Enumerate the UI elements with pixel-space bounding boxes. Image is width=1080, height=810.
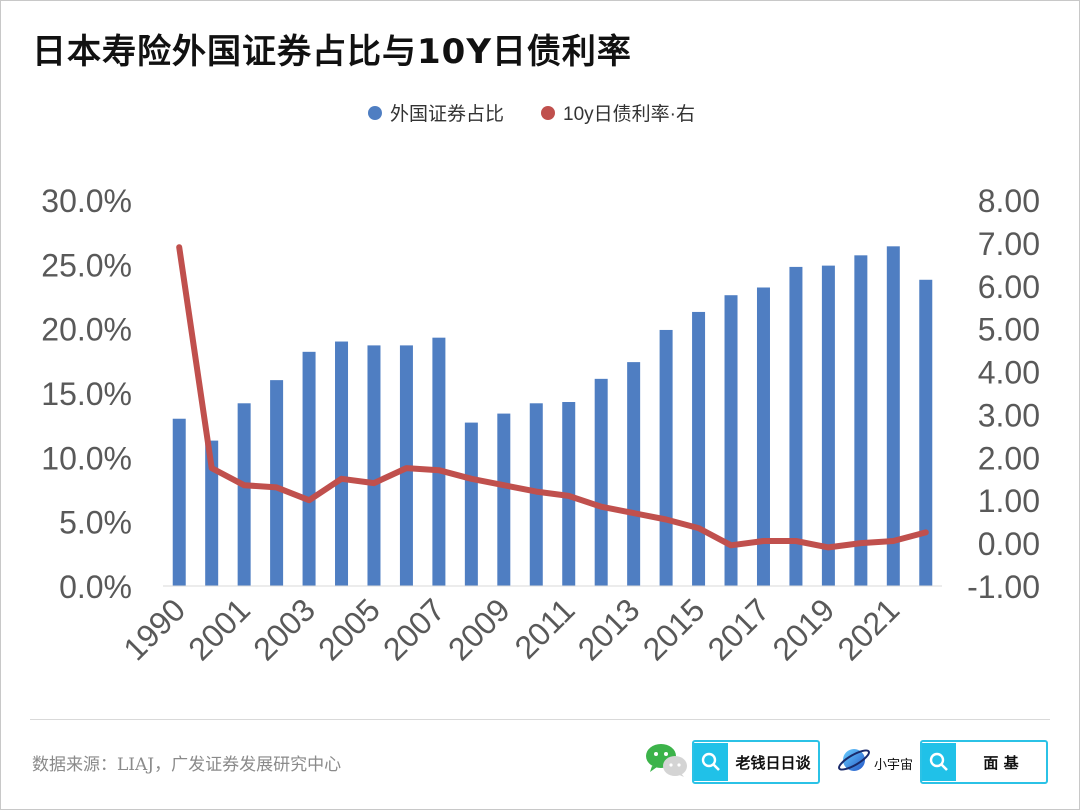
line-point [503, 484, 505, 486]
bar [497, 413, 511, 586]
bar [886, 246, 900, 586]
bar [237, 403, 251, 586]
search-box-mianji[interactable]: 面 基 [920, 740, 1048, 784]
bar [172, 418, 186, 586]
x-tick-label: 2011 [508, 591, 582, 665]
line-point [762, 540, 764, 542]
bar [464, 422, 478, 586]
y-right-tick-label: 1.00 [978, 483, 1040, 519]
line-point [178, 246, 180, 248]
x-tick-label: 2015 [636, 591, 712, 667]
bar [529, 403, 543, 586]
footer-divider [30, 719, 1050, 720]
x-tick-label: 2017 [701, 591, 777, 667]
x-tick-label: 2007 [376, 591, 452, 667]
line-series-path [176, 244, 929, 551]
search-box-label: 面 基 [983, 753, 1019, 772]
line-point [568, 495, 570, 497]
line-point [698, 527, 700, 529]
x-tick-label: 2005 [311, 591, 387, 667]
legend-marker-bar [368, 106, 382, 120]
bar [659, 329, 673, 586]
bar [367, 345, 381, 586]
line-point [925, 531, 927, 533]
y-right-tick-label: 2.00 [978, 440, 1040, 476]
line-point [633, 512, 635, 514]
line-point [211, 467, 213, 469]
bar [335, 341, 349, 586]
line-point [243, 484, 245, 486]
y-right-tick-label: 0.00 [978, 526, 1040, 562]
y-axis-right: -1.00 0.00 1.00 2.00 3.00 4.00 5.00 6.00 7.00 8.0… [967, 183, 1040, 605]
y-right-tick-label: 4.00 [978, 355, 1040, 391]
y-axis-left: 0.0% 5.0% 10.0% 15.0% 20.0% 25.0% 30.0% [41, 183, 132, 605]
line-point [860, 542, 862, 544]
y-left-tick-label: 15.0% [41, 376, 132, 412]
bar-series [172, 246, 933, 586]
y-left-tick-label: 25.0% [41, 247, 132, 283]
bar [854, 255, 868, 586]
y-left-tick-label: 30.0% [41, 183, 132, 219]
y-left-tick-label: 20.0% [41, 312, 132, 348]
legend-label-bar: 外国证券占比 [390, 103, 504, 125]
x-tick-label: 2003 [246, 591, 322, 667]
wechat-icon [646, 744, 687, 777]
bar [594, 378, 608, 586]
chart-area: 外国证券占比 10y日债利率·右 0.0% 5.0% 10.0% 15.0% 20.0% 2… [41, 103, 1040, 667]
bar [432, 337, 446, 586]
line-point [892, 540, 894, 542]
y-left-tick-label: 0.0% [59, 569, 132, 605]
x-tick-label: 2019 [766, 591, 842, 667]
line-point [470, 478, 472, 480]
legend-marker-line [541, 106, 555, 120]
line-point [405, 467, 407, 469]
source-note: 数据来源：LIAJ，广发证券发展研究中心 [32, 755, 342, 775]
y-right-tick-label: 3.00 [978, 397, 1040, 433]
x-tick-label: 2021 [830, 591, 906, 667]
search-icon [922, 743, 956, 781]
line-point [373, 482, 375, 484]
x-axis-labels: 1990200120032005200720092011201320152017… [116, 591, 906, 667]
y-right-tick-label: 5.00 [978, 312, 1040, 348]
search-box-laoqian[interactable]: 老钱日日谈 [692, 740, 820, 784]
line-point [600, 506, 602, 508]
planet-icon [838, 749, 870, 771]
line-point [535, 491, 537, 493]
bar [270, 380, 284, 586]
search-icon [694, 743, 728, 781]
y-left-tick-label: 5.0% [59, 505, 132, 541]
bar [724, 295, 738, 586]
bar [789, 266, 803, 586]
line-point [308, 499, 310, 501]
bar [692, 311, 706, 586]
chart-title: 日本寿险外国证券占比与10Y日债利率 [32, 32, 632, 72]
bar [302, 351, 316, 586]
x-tick-label: 2013 [571, 591, 647, 667]
y-left-tick-label: 10.0% [41, 440, 132, 476]
y-right-tick-label: 6.00 [978, 269, 1040, 305]
planet-label: 小宇宙 [874, 758, 914, 773]
bar [627, 362, 641, 586]
bar [756, 287, 770, 586]
line-point [730, 544, 732, 546]
search-box-label: 老钱日日谈 [735, 753, 811, 772]
line-point [341, 478, 343, 480]
legend-label-line: 10y日债利率·右 [563, 103, 695, 125]
line-series [176, 244, 929, 551]
line-point [795, 540, 797, 542]
y-right-tick-label: 7.00 [978, 226, 1040, 262]
x-tick-label: 2009 [441, 591, 517, 667]
bar [919, 279, 933, 586]
bar [821, 265, 835, 586]
x-tick-label: 2001 [181, 591, 257, 667]
legend: 外国证券占比 10y日债利率·右 [368, 103, 695, 125]
line-point [665, 519, 667, 521]
y-right-tick-label: 8.00 [978, 183, 1040, 219]
line-point [276, 486, 278, 488]
bar [205, 440, 219, 586]
line-point [827, 546, 829, 548]
y-right-tick-label: -1.00 [967, 569, 1040, 605]
line-point [438, 469, 440, 471]
